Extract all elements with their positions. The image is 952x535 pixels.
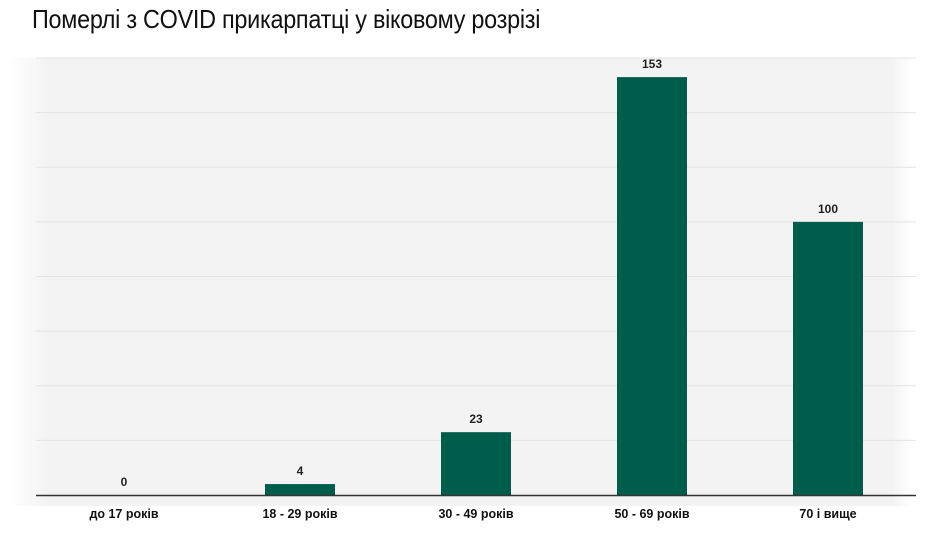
gridlines bbox=[36, 57, 916, 441]
bar bbox=[793, 221, 863, 495]
bar bbox=[441, 432, 511, 495]
x-axis-tick-labels: до 17 років 18 - 29 років 30 - 49 років 50 … bbox=[89, 507, 856, 521]
data-labels: 0 4 23 153 100 bbox=[121, 57, 839, 489]
bar-value-label: 100 bbox=[818, 202, 838, 216]
bar bbox=[265, 484, 335, 495]
bar-value-label: 0 bbox=[121, 475, 128, 489]
x-tick-label: 50 - 69 років bbox=[614, 507, 689, 521]
x-tick-label: 30 - 49 років bbox=[438, 507, 513, 521]
x-tick-label: 18 - 29 років bbox=[262, 507, 337, 521]
bar-value-label: 23 bbox=[469, 412, 483, 426]
x-tick-label: 70 і вище bbox=[799, 507, 856, 521]
bar-value-label: 153 bbox=[642, 57, 662, 71]
bar-value-label: 4 bbox=[297, 464, 304, 478]
plot-background bbox=[8, 58, 912, 506]
bars bbox=[265, 77, 863, 496]
chart-title: Померлі з COVID прикарпатці у віковому р… bbox=[32, 4, 541, 34]
bar bbox=[617, 77, 687, 496]
x-tick-label: до 17 років bbox=[89, 507, 158, 521]
